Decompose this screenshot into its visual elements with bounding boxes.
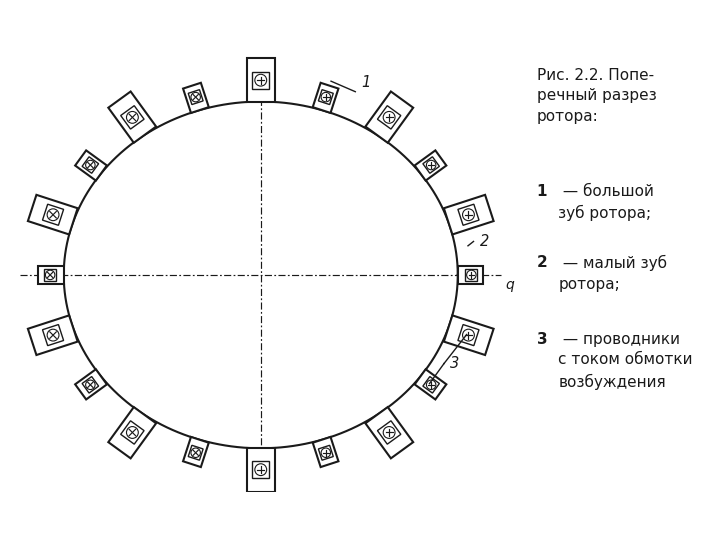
Polygon shape <box>75 369 107 400</box>
Polygon shape <box>312 437 338 467</box>
Polygon shape <box>318 90 333 105</box>
Circle shape <box>462 329 474 341</box>
Text: q: q <box>505 278 514 292</box>
Polygon shape <box>75 151 107 180</box>
Circle shape <box>45 270 55 280</box>
Polygon shape <box>44 269 56 281</box>
Polygon shape <box>183 83 209 113</box>
Polygon shape <box>28 195 78 234</box>
Polygon shape <box>415 369 446 400</box>
Polygon shape <box>458 204 479 225</box>
Circle shape <box>255 464 266 476</box>
Circle shape <box>383 111 395 123</box>
Text: 3: 3 <box>450 356 459 371</box>
Text: Рис. 2.2. Попе-
речный разрез
ротора:: Рис. 2.2. Попе- речный разрез ротора: <box>536 68 657 124</box>
Circle shape <box>191 92 200 102</box>
Polygon shape <box>188 90 203 105</box>
Circle shape <box>127 427 138 438</box>
Polygon shape <box>108 91 156 143</box>
Circle shape <box>86 160 95 170</box>
Circle shape <box>321 448 330 457</box>
Text: 3: 3 <box>536 332 547 347</box>
Polygon shape <box>458 266 483 284</box>
Circle shape <box>321 92 330 102</box>
Polygon shape <box>415 151 446 180</box>
Text: 1: 1 <box>361 75 371 90</box>
Circle shape <box>255 75 266 86</box>
Polygon shape <box>465 269 477 281</box>
Polygon shape <box>82 157 99 173</box>
Text: 2: 2 <box>536 255 547 270</box>
Circle shape <box>426 160 436 170</box>
Polygon shape <box>121 421 144 444</box>
Circle shape <box>191 448 200 457</box>
Text: — большой
зуб ротора;: — большой зуб ротора; <box>558 184 654 221</box>
Polygon shape <box>28 315 78 355</box>
Text: 2: 2 <box>480 234 489 249</box>
Polygon shape <box>42 325 63 346</box>
Polygon shape <box>42 204 63 225</box>
Polygon shape <box>423 157 439 173</box>
Circle shape <box>383 427 395 438</box>
Polygon shape <box>253 72 269 89</box>
Text: — проводники
с током обмотки
возбуждения: — проводники с током обмотки возбуждения <box>558 332 693 389</box>
Polygon shape <box>458 325 479 346</box>
Polygon shape <box>247 448 274 491</box>
Circle shape <box>426 380 436 389</box>
Circle shape <box>47 209 59 221</box>
Polygon shape <box>188 446 203 460</box>
Circle shape <box>47 329 59 341</box>
Polygon shape <box>108 407 156 458</box>
Polygon shape <box>253 461 269 478</box>
Circle shape <box>467 270 476 280</box>
Polygon shape <box>183 437 209 467</box>
Polygon shape <box>38 266 64 284</box>
Polygon shape <box>312 83 338 113</box>
Polygon shape <box>377 106 401 129</box>
Polygon shape <box>121 106 144 129</box>
Circle shape <box>86 380 95 389</box>
Polygon shape <box>444 315 494 355</box>
Polygon shape <box>318 446 333 460</box>
Polygon shape <box>82 376 99 393</box>
Circle shape <box>462 209 474 221</box>
Text: 1: 1 <box>536 184 547 199</box>
Polygon shape <box>247 58 274 102</box>
Polygon shape <box>444 195 494 234</box>
Polygon shape <box>365 91 413 143</box>
Polygon shape <box>365 407 413 458</box>
Polygon shape <box>423 376 439 393</box>
Text: — малый зуб
ротора;: — малый зуб ротора; <box>558 255 667 292</box>
Polygon shape <box>377 421 401 444</box>
Circle shape <box>127 111 138 123</box>
